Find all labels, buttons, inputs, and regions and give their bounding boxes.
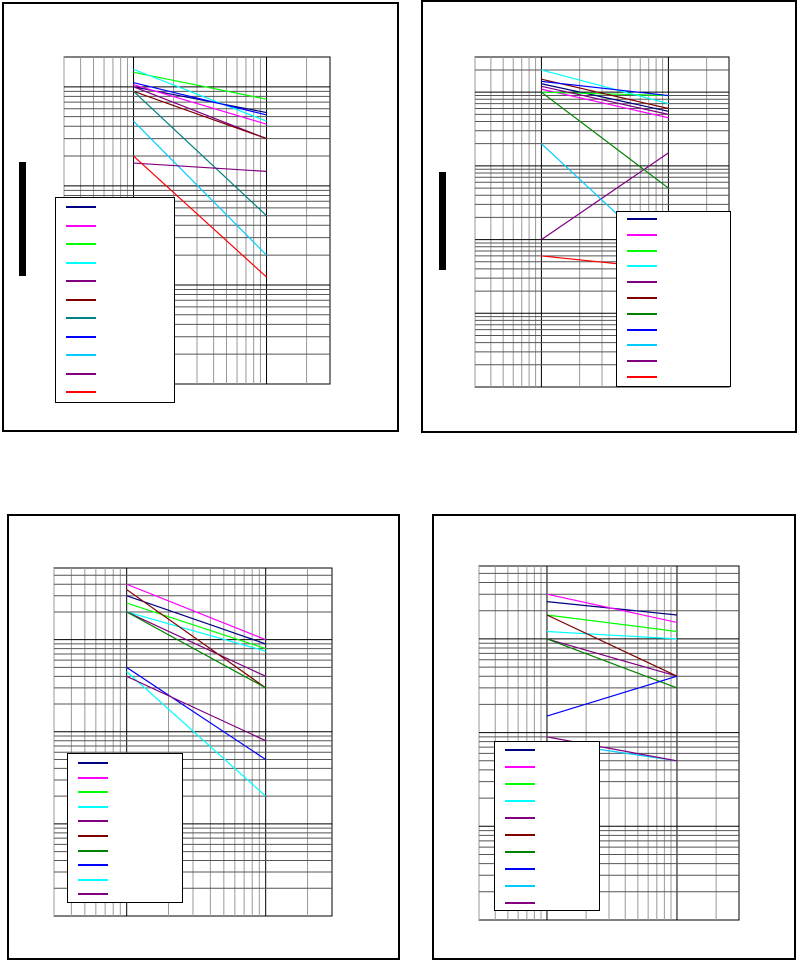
series-line-6 [126, 589, 267, 689]
series-line-2 [133, 84, 267, 125]
legend-swatch-6 [66, 298, 96, 301]
legend-swatch-3 [78, 791, 108, 794]
series-line-8 [546, 675, 678, 717]
legend-swatch-10 [627, 360, 657, 363]
series-line-4 [546, 630, 678, 640]
legend-swatch-6 [78, 835, 108, 837]
legend-swatch-2 [627, 233, 657, 236]
legend-swatch-8 [505, 868, 535, 870]
series-line-8 [133, 82, 267, 116]
series-line-3 [126, 602, 266, 650]
chart-panel-top-right [421, 0, 797, 433]
legend-swatch-8 [627, 328, 657, 331]
legend-swatch-8 [66, 335, 96, 338]
chart-top-right [474, 56, 730, 388]
series-line-8 [541, 80, 669, 97]
chart-bottom-right [478, 565, 740, 921]
legend-swatch-8 [78, 864, 108, 867]
series-line-2 [541, 88, 669, 119]
series-line-4 [133, 68, 267, 122]
legend-swatch-5 [505, 817, 535, 819]
series-line-4 [541, 69, 669, 105]
chart-bottom-left [53, 567, 333, 917]
legend-swatch-6 [505, 834, 535, 836]
legend-swatch-1 [505, 749, 535, 751]
series-line-10 [546, 736, 678, 762]
legend-swatch-4 [78, 805, 108, 808]
legend-swatch-11 [627, 376, 657, 378]
chart-panel-bottom-right [432, 514, 796, 960]
series-line-10 [126, 675, 266, 742]
y-axis-label-bar [19, 162, 26, 276]
series-line-7 [126, 611, 266, 689]
series-line-9 [126, 671, 267, 797]
legend-swatch-9 [78, 878, 108, 881]
legend-swatch-11 [66, 391, 96, 393]
legend-swatch-2 [505, 766, 535, 768]
legend-swatch-10 [66, 372, 96, 375]
series-line-6 [133, 90, 267, 140]
legend-bottom-right [494, 741, 600, 911]
series-line-10 [541, 85, 669, 115]
legend-bottom-left [67, 753, 183, 903]
legend-swatch-1 [66, 206, 96, 208]
series-line-7 [541, 91, 669, 189]
legend-swatch-10 [78, 893, 108, 896]
legend-swatch-7 [78, 849, 108, 852]
legend-swatch-5 [66, 280, 96, 282]
legend-swatch-4 [66, 261, 96, 264]
series-line-5 [546, 638, 678, 677]
legend-top-left [55, 197, 175, 403]
legend-swatch-5 [78, 820, 108, 823]
legend-swatch-3 [505, 783, 535, 785]
series-line-2 [546, 593, 678, 623]
legend-swatch-3 [627, 249, 657, 252]
series-line-9 [133, 120, 267, 256]
series-line-4 [126, 611, 266, 652]
series-line-2 [126, 583, 266, 641]
series-line-5 [126, 611, 266, 677]
series-line-3 [133, 71, 267, 100]
series-line-7 [546, 638, 678, 689]
legend-swatch-7 [627, 312, 657, 315]
legend-swatch-10 [505, 902, 535, 904]
legend-swatch-2 [66, 224, 96, 227]
chart-panel-bottom-left [7, 514, 400, 960]
series-line-1 [541, 83, 669, 112]
legend-top-right [616, 211, 731, 387]
series-line-11 [133, 155, 267, 278]
legend-swatch-3 [66, 243, 96, 245]
legend-swatch-9 [505, 885, 535, 887]
legend-swatch-4 [627, 265, 657, 268]
series-line-6 [546, 614, 678, 677]
legend-swatch-4 [505, 800, 535, 802]
series-line-3 [546, 614, 678, 633]
series-line-5 [541, 152, 669, 241]
legend-swatch-9 [627, 344, 657, 347]
legend-swatch-9 [66, 354, 96, 356]
legend-swatch-7 [66, 317, 96, 319]
legend-swatch-1 [627, 218, 657, 220]
series-line-1 [126, 595, 266, 645]
legend-swatch-2 [78, 776, 108, 779]
series-line-10 [133, 162, 267, 173]
legend-swatch-7 [505, 851, 535, 853]
series-line-5 [133, 86, 267, 140]
legend-swatch-6 [627, 297, 657, 299]
chart-panel-top-left [2, 2, 399, 432]
legend-swatch-5 [627, 281, 657, 284]
y-axis-label-bar [439, 172, 446, 270]
series-line-7 [133, 90, 267, 217]
series-line-8 [126, 666, 267, 761]
legend-swatch-1 [78, 762, 108, 764]
